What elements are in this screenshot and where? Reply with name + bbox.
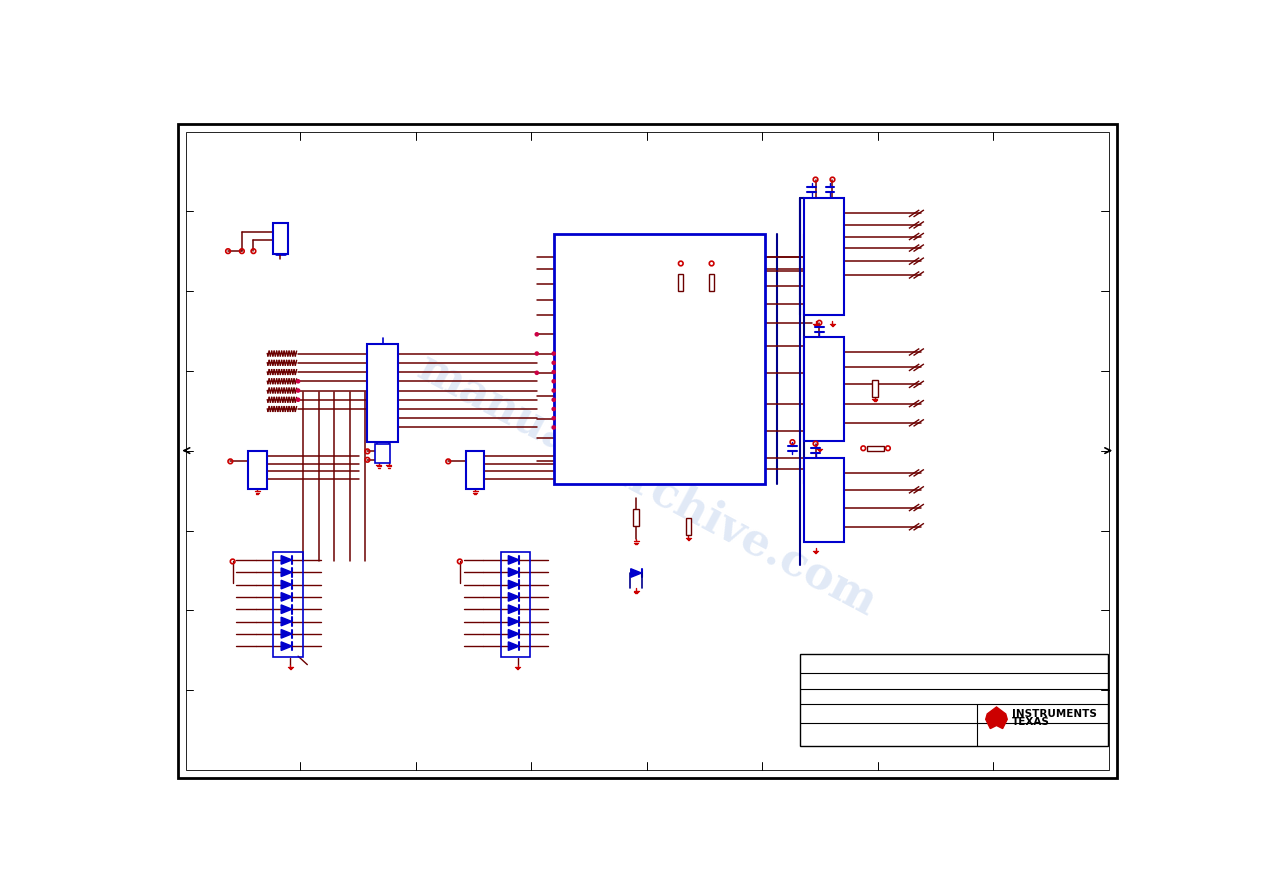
Circle shape — [534, 371, 539, 375]
Circle shape — [552, 397, 556, 402]
Circle shape — [552, 351, 556, 356]
Bar — [868, 446, 884, 451]
Circle shape — [552, 361, 556, 365]
Bar — [805, 457, 844, 542]
Polygon shape — [508, 617, 519, 626]
Bar — [634, 509, 639, 526]
Bar — [678, 274, 683, 291]
Circle shape — [296, 379, 301, 384]
Text: manualsarchive.com: manualsarchive.com — [410, 346, 884, 625]
Polygon shape — [282, 605, 292, 613]
Polygon shape — [282, 568, 292, 577]
Circle shape — [296, 388, 301, 393]
Bar — [466, 451, 485, 489]
Polygon shape — [282, 580, 292, 588]
Polygon shape — [508, 642, 519, 650]
Circle shape — [552, 406, 556, 412]
Circle shape — [534, 351, 539, 356]
Polygon shape — [508, 555, 519, 564]
Bar — [553, 234, 765, 485]
Polygon shape — [282, 617, 292, 626]
Bar — [873, 380, 878, 396]
Bar — [274, 552, 303, 657]
Bar — [273, 223, 288, 255]
Circle shape — [552, 416, 556, 421]
Bar — [375, 445, 390, 463]
Bar — [805, 198, 844, 315]
Circle shape — [552, 370, 556, 374]
Polygon shape — [508, 580, 519, 588]
Bar — [500, 552, 530, 657]
Circle shape — [534, 332, 539, 337]
Text: INSTRUMENTS: INSTRUMENTS — [1012, 709, 1096, 719]
Polygon shape — [630, 569, 642, 577]
Bar — [368, 345, 398, 442]
Polygon shape — [282, 555, 292, 564]
Text: TEXAS: TEXAS — [1012, 716, 1050, 727]
Polygon shape — [508, 605, 519, 613]
Bar — [801, 654, 1108, 747]
Polygon shape — [282, 642, 292, 650]
Polygon shape — [282, 630, 292, 638]
Bar — [248, 451, 266, 489]
Circle shape — [552, 379, 556, 384]
Polygon shape — [282, 593, 292, 601]
Circle shape — [552, 425, 556, 430]
Polygon shape — [985, 707, 1008, 729]
Bar — [805, 337, 844, 440]
Bar — [686, 518, 691, 535]
Circle shape — [552, 388, 556, 393]
Polygon shape — [508, 593, 519, 601]
Polygon shape — [508, 630, 519, 638]
Polygon shape — [508, 568, 519, 577]
Circle shape — [296, 397, 301, 402]
Bar — [709, 274, 715, 291]
